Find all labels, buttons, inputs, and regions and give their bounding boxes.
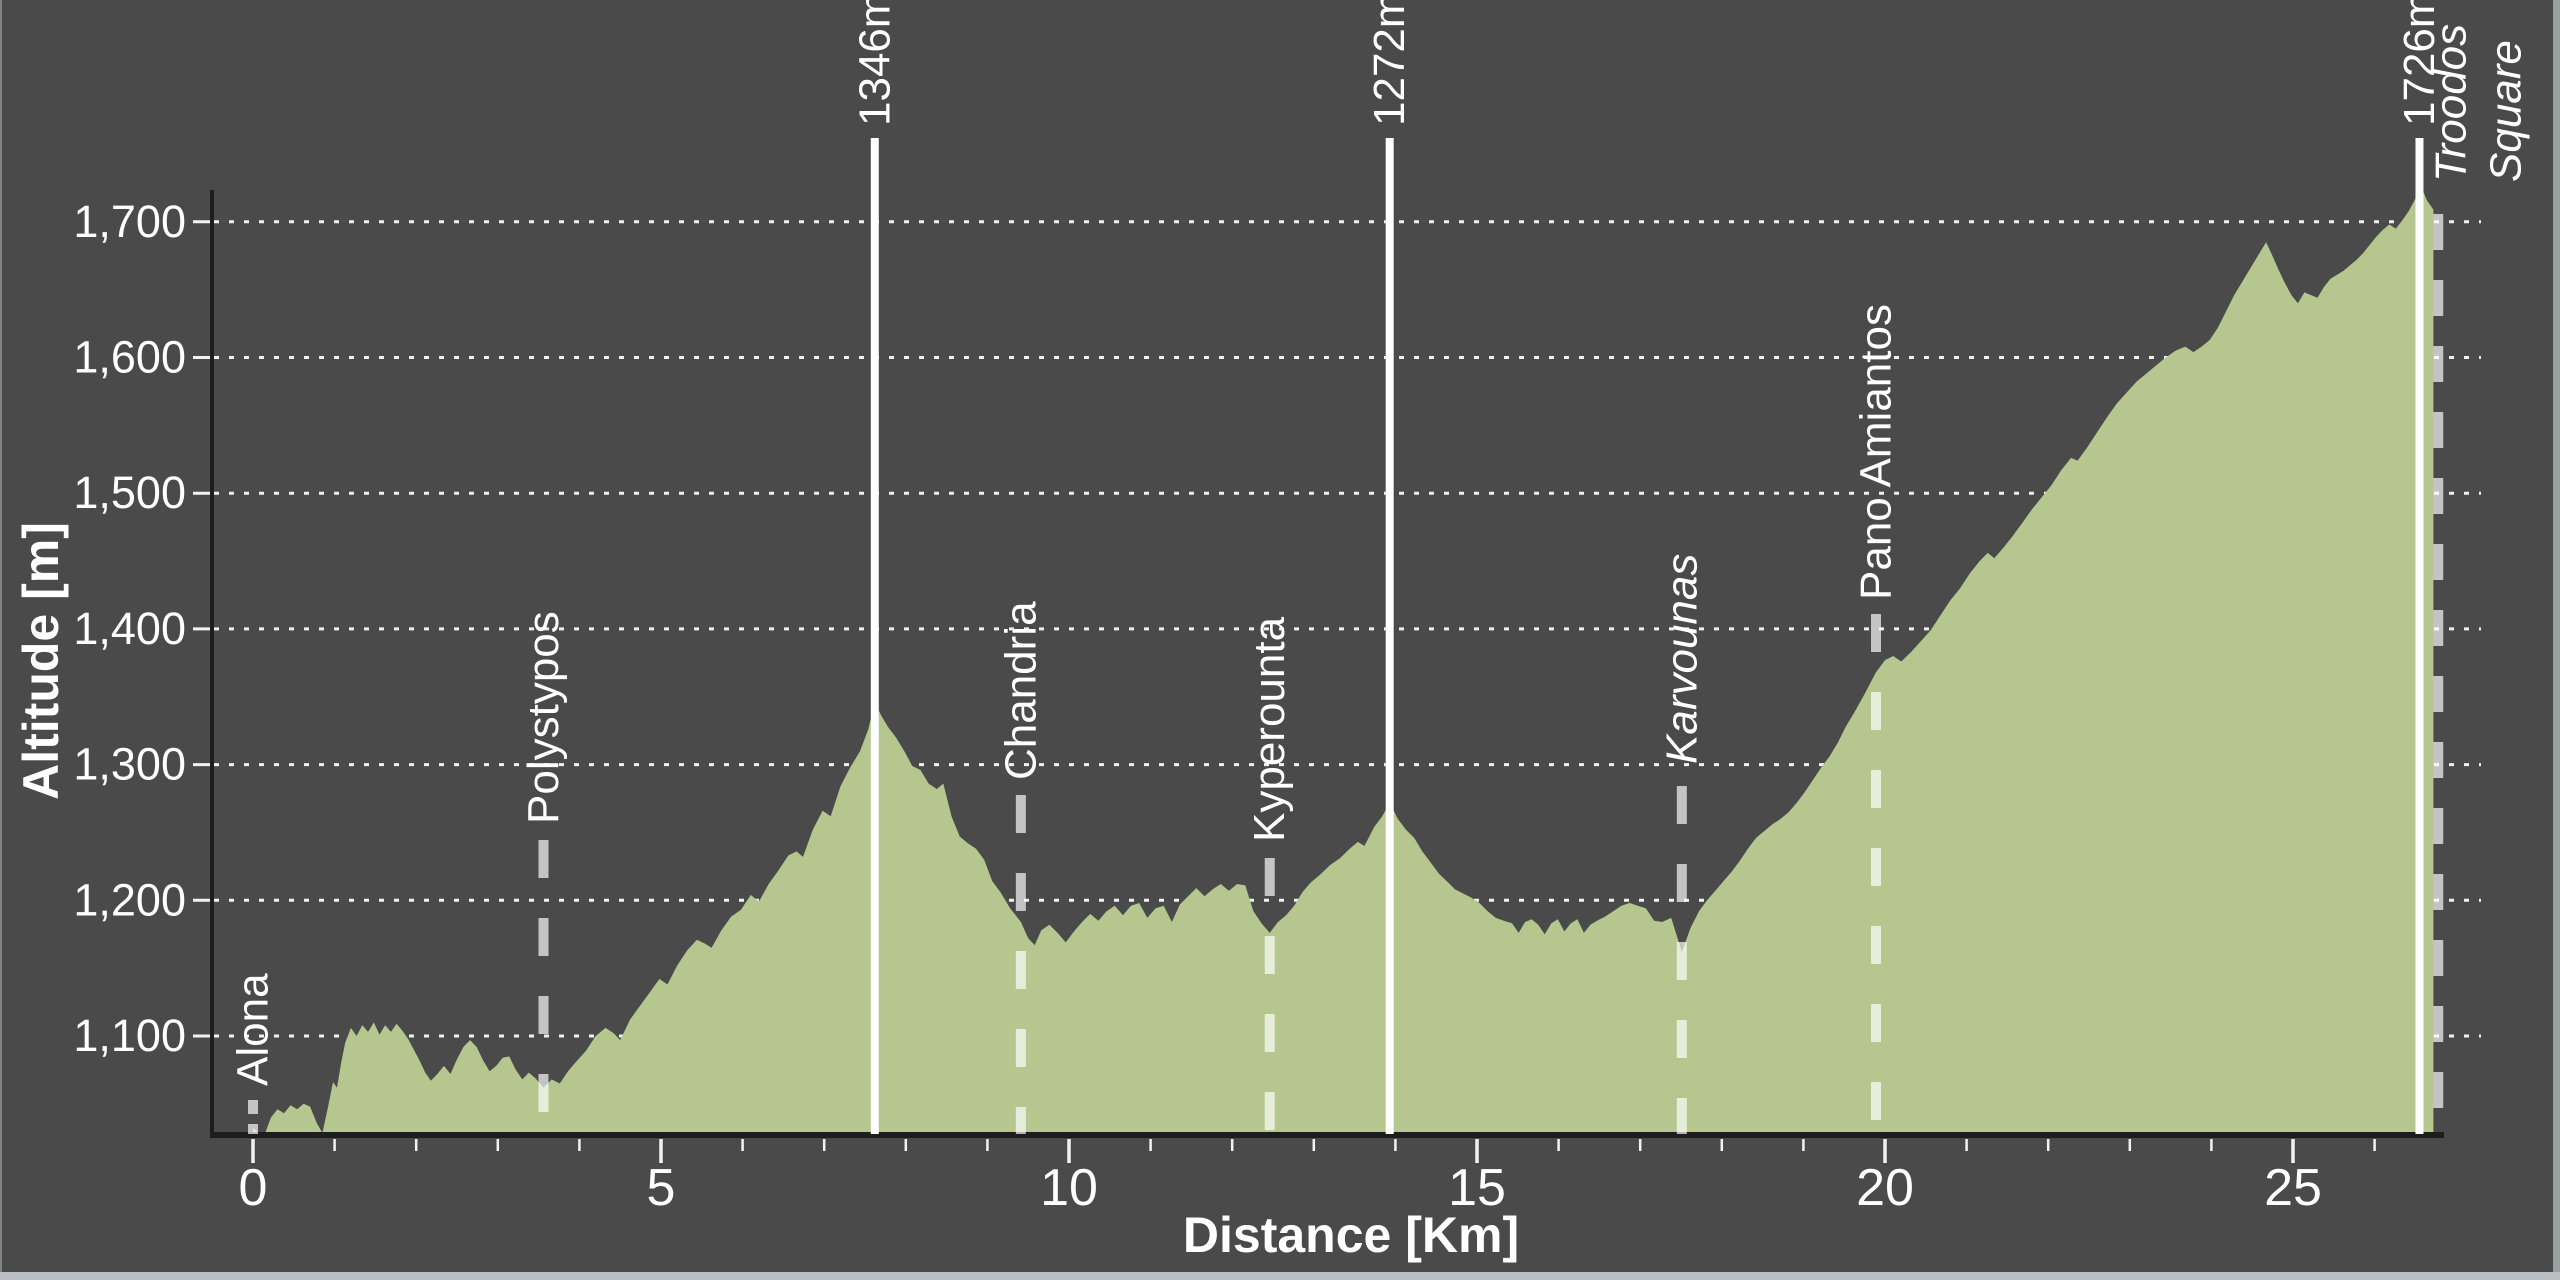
y-tick-label: 1,500	[73, 467, 186, 518]
marker-label-square: Square	[2482, 40, 2531, 182]
y-tick-label: 1,200	[73, 874, 186, 925]
y-tick-label: 1,400	[73, 603, 186, 654]
marker-label-kyperounta: Kyperounta	[1245, 616, 1294, 842]
x-tick-label: 10	[1040, 1159, 1098, 1217]
x-tick-label: 25	[2264, 1159, 2322, 1217]
y-tick-label: 1,700	[73, 196, 186, 247]
marker-label-1726m: 1726m	[2395, 0, 2444, 126]
marker-label-troodos: Troodos	[2427, 24, 2476, 182]
y-axis-line	[210, 190, 214, 1138]
right-border	[2553, 0, 2560, 1280]
bottom-border	[0, 1272, 2560, 1280]
y-tick-label: 1,600	[73, 332, 186, 383]
left-border	[0, 0, 2, 1280]
route-markers: Alona Polystypos 1346m Chandria Kyperounta 12…	[229, 0, 2531, 1134]
y-gridlines	[214, 220, 2481, 1038]
x-tick-label: 20	[1856, 1159, 1914, 1217]
x-tick-label: 0	[239, 1159, 268, 1217]
y-axis-ticks: 1,100 1,200 1,300 1,400 1,500 1,600 1,700	[73, 196, 211, 1061]
marker-label-chandria: Chandria	[996, 601, 1045, 780]
y-tick-label: 1,100	[73, 1010, 186, 1061]
y-tick-label: 1,300	[73, 739, 186, 790]
y-axis-title: Altitude [m]	[13, 522, 69, 800]
marker-label-karvounas: Karvounas	[1657, 554, 1706, 764]
marker-label-1346m: 1346m	[850, 0, 899, 126]
x-axis-ticks: 0 5 10 15 20 25	[239, 1139, 2376, 1217]
marker-label-pano-amiantos: Pano Amiantos	[1852, 304, 1901, 600]
x-axis-title: Distance [Km]	[1183, 1207, 1519, 1263]
marker-label-1272m: 1272m	[1365, 0, 1414, 126]
x-tick-label: 5	[647, 1159, 676, 1217]
elevation-area	[253, 186, 2434, 1135]
marker-label-polystypos: Polystypos	[519, 611, 568, 824]
marker-label-alona: Alona	[229, 973, 278, 1086]
x-tick-label: 15	[1448, 1159, 1506, 1217]
x-axis-line	[210, 1132, 2444, 1138]
